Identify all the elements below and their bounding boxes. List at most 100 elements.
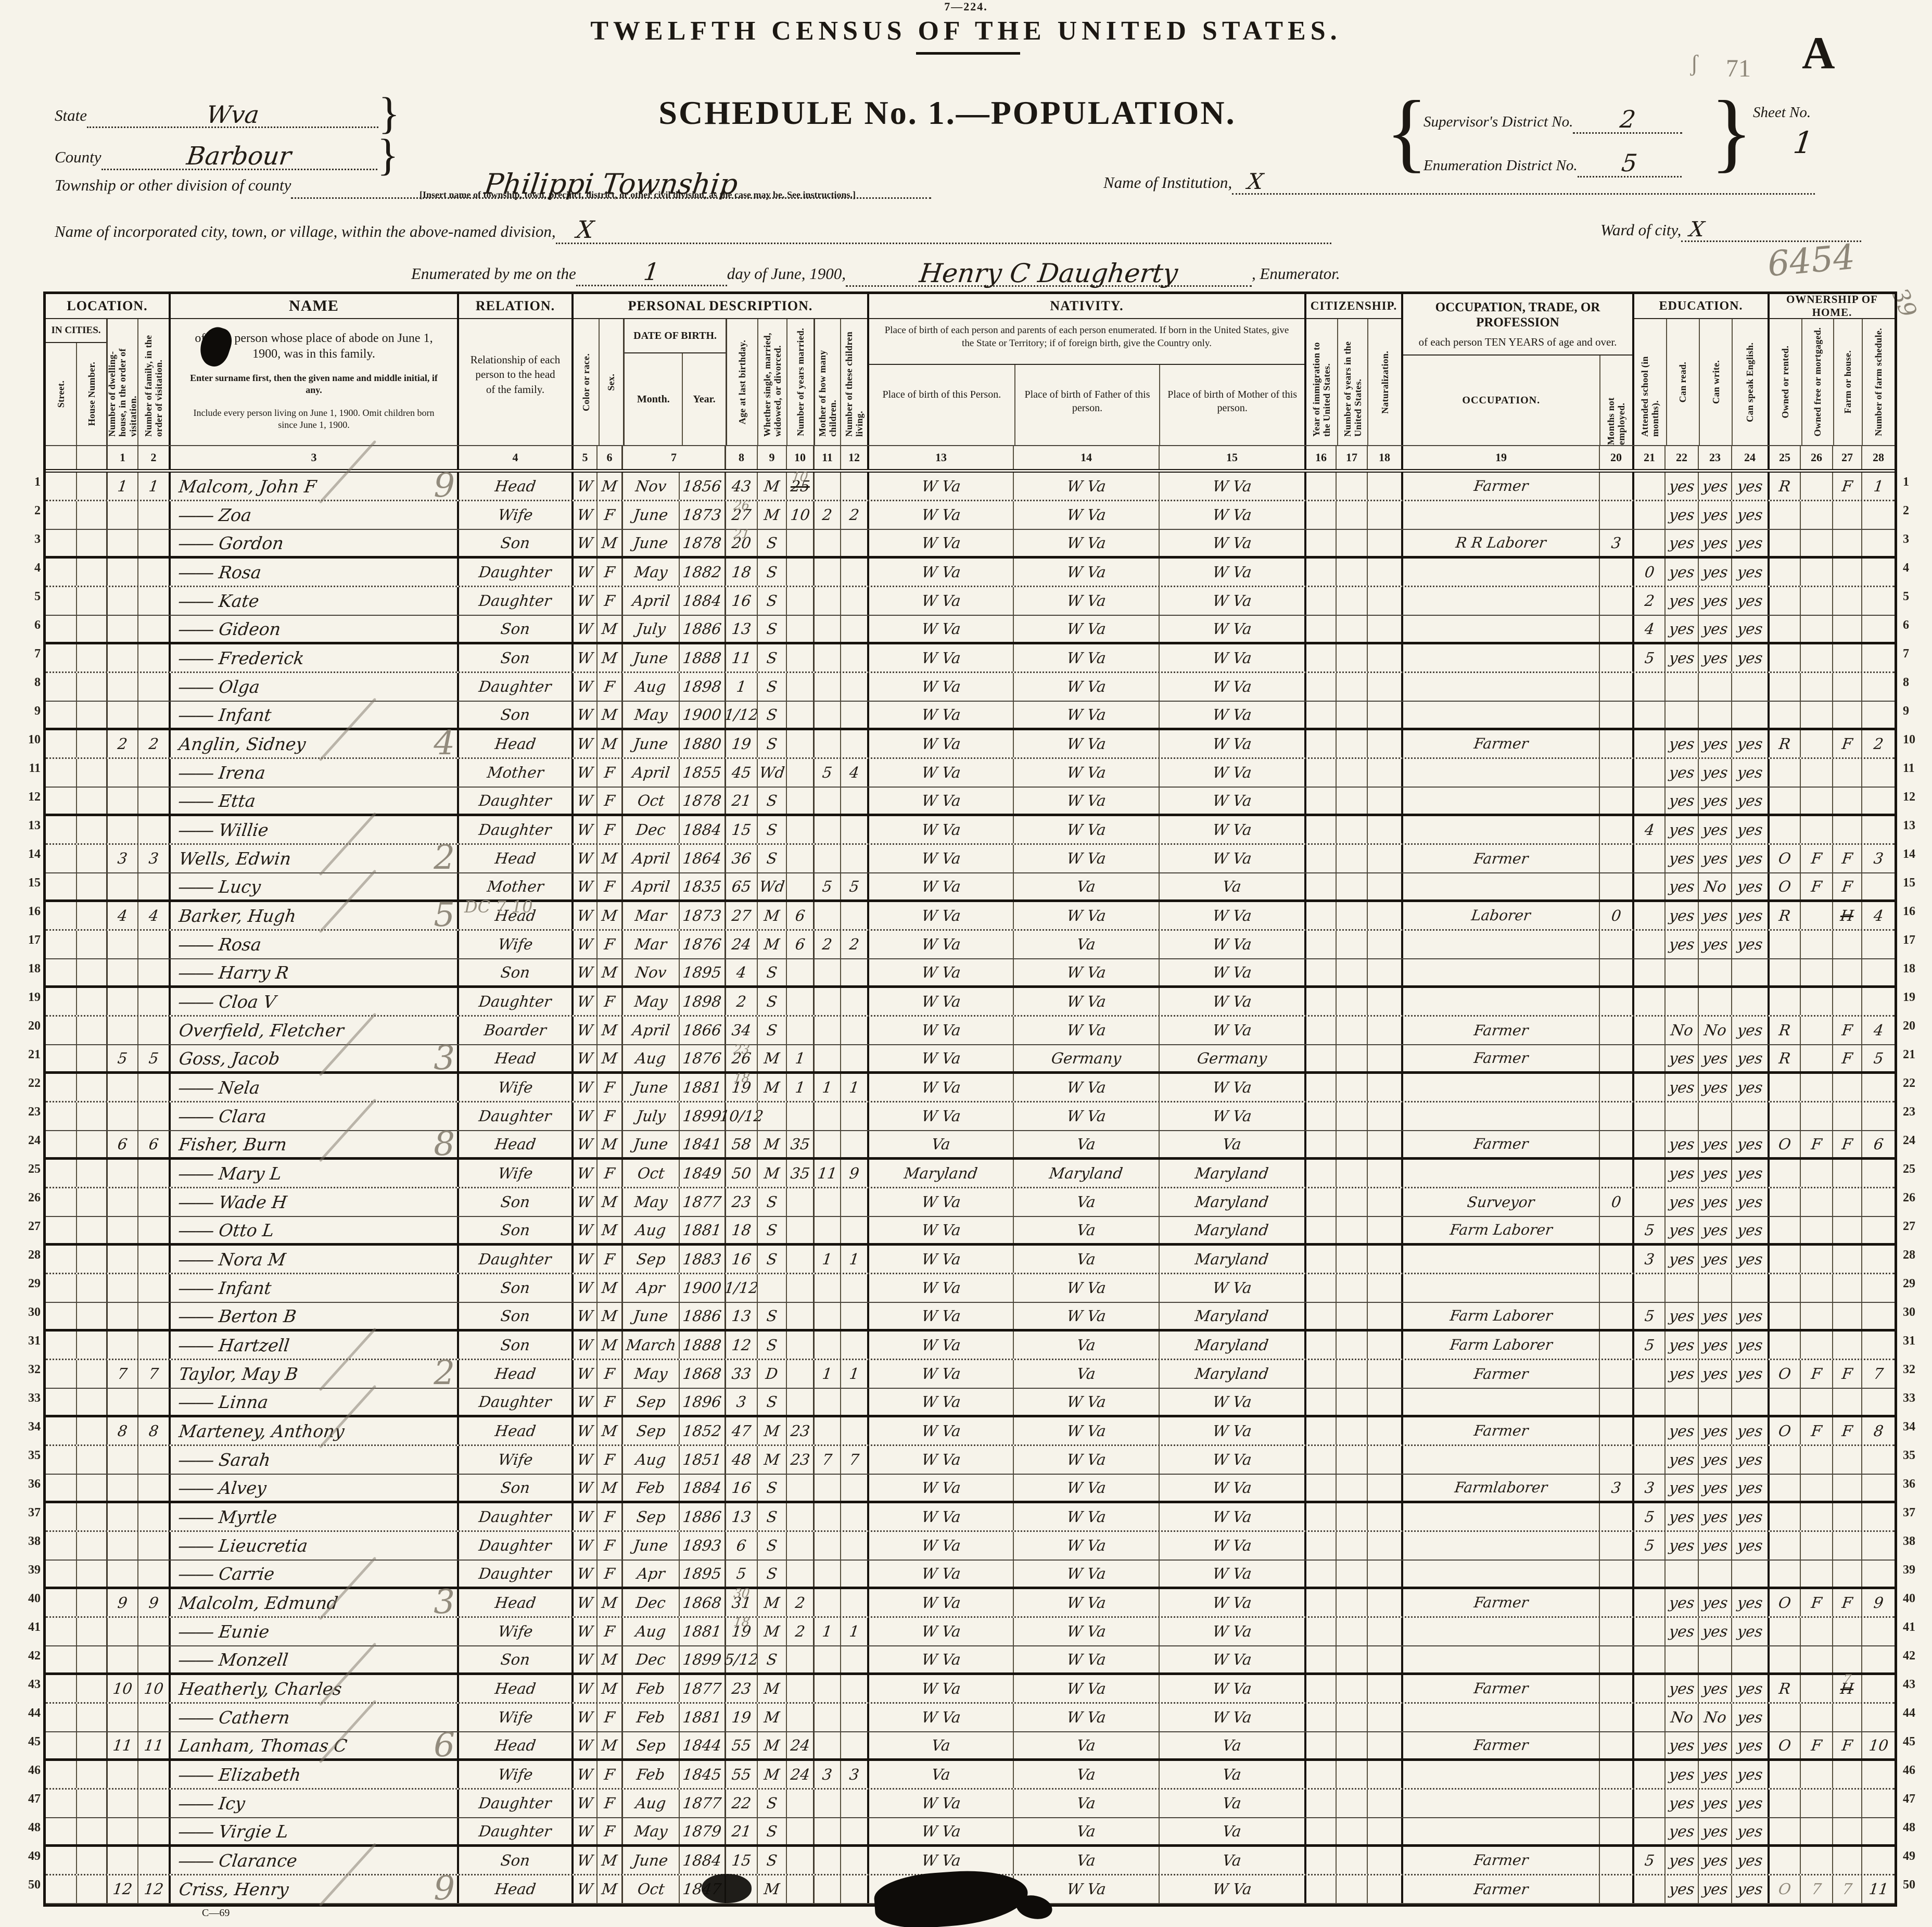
cell-house xyxy=(76,1074,106,1101)
cell-pf: W Va xyxy=(1013,816,1159,843)
cell-name: ―― Alvey xyxy=(169,1475,457,1501)
cell-dwell xyxy=(106,644,137,671)
cell-color: W xyxy=(571,816,596,843)
cell-yus xyxy=(1336,873,1367,899)
enumerated-day-value: 1 xyxy=(642,258,661,286)
cell-mne xyxy=(1599,816,1632,843)
cell-sex: F xyxy=(596,931,621,958)
row-number-left: 38 xyxy=(28,1535,41,1548)
cell-en: yes xyxy=(1731,1503,1768,1530)
cell-yr: 1876 xyxy=(679,931,724,958)
cell-rd xyxy=(1664,1561,1698,1587)
cell-ym xyxy=(786,616,813,642)
cell-wr xyxy=(1698,1102,1731,1130)
cell-mne xyxy=(1599,730,1632,757)
cell-rel: Daughter xyxy=(457,559,571,586)
cell-ow xyxy=(1768,1102,1800,1130)
cell-rd: yes xyxy=(1664,1045,1698,1071)
cell-street xyxy=(46,587,76,615)
cell-nat xyxy=(1367,1045,1401,1071)
cell-house xyxy=(76,1675,106,1702)
census-row-42: ―― Monzell Son W M Dec 1899 5/12 S W Va W Va W Va xyxy=(46,1646,1895,1675)
cell-mo: Sep xyxy=(621,1389,679,1415)
cell-fam xyxy=(137,673,169,701)
cell-pf: W Va xyxy=(1013,530,1159,556)
city-field: X xyxy=(555,214,1331,244)
cell-age: 65 xyxy=(724,873,757,899)
cell-yr: 1881 xyxy=(679,1618,724,1645)
row-number-left: 15 xyxy=(28,876,41,890)
cell-sex: M xyxy=(596,1017,621,1044)
cell-mne xyxy=(1599,1389,1632,1415)
cell-ow xyxy=(1768,587,1800,615)
cell-street xyxy=(46,1475,76,1501)
cell-color: W xyxy=(571,1532,596,1560)
cell-occ: Farm Laborer xyxy=(1401,1217,1599,1243)
cell-mar: S xyxy=(757,845,786,872)
cell-rd: yes xyxy=(1664,1417,1698,1444)
census-row-46: ―― Elizabeth Wife W F Feb 1845 55 M 24 3 3 Va Va Va ye… xyxy=(46,1761,1895,1790)
cell-nat xyxy=(1367,559,1401,586)
cell-mar: S xyxy=(757,673,786,701)
cell-fm xyxy=(1832,530,1861,556)
cell-fr xyxy=(1800,1102,1832,1130)
cell-yr: 1884 xyxy=(679,1847,724,1874)
cell-mar: S xyxy=(757,1561,786,1587)
cell-rel: Daughter xyxy=(457,587,571,615)
cell-mar: S xyxy=(757,1332,786,1359)
cell-en: yes xyxy=(1731,1761,1768,1788)
cell-occ xyxy=(1401,1446,1599,1474)
cell-fam xyxy=(137,587,169,615)
cell-house xyxy=(76,1360,106,1388)
cell-rd: yes xyxy=(1664,587,1698,615)
cell-imm xyxy=(1304,873,1336,899)
pencil-annotation: 6 xyxy=(434,1726,455,1765)
cell-clv xyxy=(840,1045,867,1071)
cell-yus xyxy=(1336,730,1367,757)
row-number-right: 34 xyxy=(1903,1420,1915,1434)
row-number-left: 11 xyxy=(29,762,41,775)
cell-pf: W Va xyxy=(1013,702,1159,728)
township-field: Philippi Township xyxy=(291,164,932,200)
cell-mne xyxy=(1599,1417,1632,1444)
cell-sd xyxy=(1861,1160,1895,1187)
cell-fr xyxy=(1800,1761,1832,1788)
cell-en xyxy=(1731,702,1768,728)
cell-pf: W Va xyxy=(1013,673,1159,701)
cell-mne xyxy=(1599,1332,1632,1359)
cell-fm xyxy=(1832,1389,1861,1415)
cell-imm xyxy=(1304,530,1336,556)
cell-ow xyxy=(1768,673,1800,701)
cell-mo: April xyxy=(621,1017,679,1044)
cell-mar: M xyxy=(757,1704,786,1731)
cell-color: W xyxy=(571,1160,596,1187)
cell-en: yes xyxy=(1731,1074,1768,1101)
cell-clv xyxy=(840,788,867,814)
sheet-number-value: 1 xyxy=(1791,125,1815,160)
census-row-44: ―― Cathern Wife W F Feb 1881 19 M W Va W Va W Va No… xyxy=(46,1704,1895,1732)
cell-en: yes xyxy=(1731,730,1768,757)
cell-imm xyxy=(1304,1160,1336,1187)
cell-sex: M xyxy=(596,1732,621,1758)
cell-age: 21 xyxy=(724,788,757,814)
cell-mar: M xyxy=(757,1761,786,1788)
cell-age: 58 xyxy=(724,1131,757,1157)
cell-occ: Farmer xyxy=(1401,1017,1599,1044)
cell-en: yes xyxy=(1731,1790,1768,1817)
cell-en: yes xyxy=(1731,1875,1768,1903)
cell-name: ―― Nela xyxy=(169,1074,457,1101)
cell-rel: Head xyxy=(457,1589,571,1616)
group-citizenship-title: CITIZENSHIP. xyxy=(1306,294,1401,319)
cell-color: W xyxy=(571,559,596,586)
row-number-left: 6 xyxy=(34,618,41,632)
cell-fm xyxy=(1832,1561,1861,1587)
census-row-11: ―― Irena Mother W F April 1855 45 Wd 5 4 W Va W Va W… xyxy=(46,759,1895,788)
cell-pb: W Va xyxy=(867,1246,1013,1273)
cell-name: Malcolm, Edmund 3 xyxy=(169,1583,457,1621)
row-number-left: 30 xyxy=(28,1305,41,1319)
cell-nat xyxy=(1367,1704,1401,1731)
cell-ym: 2 xyxy=(786,1589,813,1616)
cell-nat xyxy=(1367,1646,1401,1672)
cell-rel: Son xyxy=(457,1332,571,1359)
row-number-right: 27 xyxy=(1903,1220,1915,1233)
